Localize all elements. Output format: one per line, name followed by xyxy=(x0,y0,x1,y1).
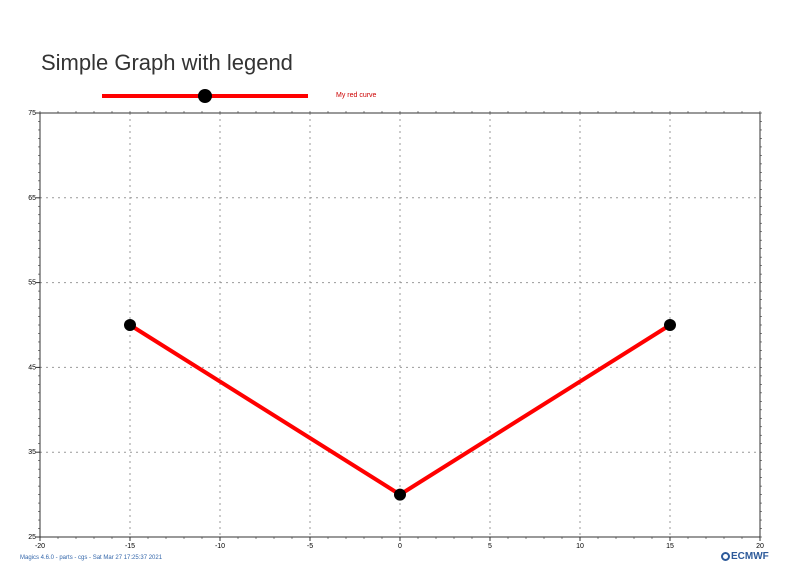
x-tick-label: 0 xyxy=(398,543,402,550)
x-tick-label: 5 xyxy=(488,543,492,550)
data-point xyxy=(664,319,676,331)
y-tick-label: 65 xyxy=(28,195,36,202)
y-tick-label: 25 xyxy=(28,534,36,541)
footer-text: Magics 4.6.0 - parts - cgs - Sat Mar 27 … xyxy=(20,555,163,561)
chart-title: Simple Graph with legend xyxy=(41,50,293,75)
x-tick-label: 10 xyxy=(576,543,584,550)
logo-text: ECMWF xyxy=(731,551,769,562)
legend-marker xyxy=(198,89,212,103)
ecmwf-logo-icon xyxy=(721,552,730,561)
data-point xyxy=(394,488,406,501)
y-tick-label: 55 xyxy=(28,280,36,287)
y-tick-label: 75 xyxy=(28,110,36,117)
x-tick-label: 15 xyxy=(666,543,674,550)
x-tick-label: -10 xyxy=(215,543,225,550)
x-tick-label: -20 xyxy=(35,543,45,550)
x-tick-label: -15 xyxy=(125,543,135,550)
y-tick-label: 45 xyxy=(28,364,36,371)
y-tick-label: 35 xyxy=(28,449,36,456)
ecmwf-logo: ECMWF xyxy=(721,551,769,562)
legend-label: My red curve xyxy=(336,92,377,99)
data-point xyxy=(124,319,136,331)
series-line xyxy=(128,323,672,497)
x-tick-label: -5 xyxy=(307,543,313,550)
x-tick-label: 20 xyxy=(756,543,764,550)
